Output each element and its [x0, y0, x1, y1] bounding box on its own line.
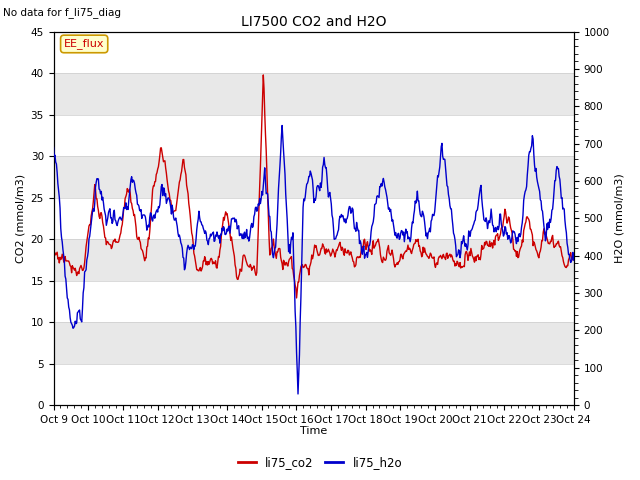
- Bar: [54, 239, 573, 281]
- Y-axis label: H2O (mmol/m3): H2O (mmol/m3): [615, 173, 625, 263]
- Bar: [54, 363, 573, 405]
- Legend: li75_co2, li75_h2o: li75_co2, li75_h2o: [233, 452, 407, 474]
- Title: LI7500 CO2 and H2O: LI7500 CO2 and H2O: [241, 15, 387, 29]
- Bar: [54, 322, 573, 363]
- Bar: [54, 198, 573, 239]
- Bar: [54, 281, 573, 322]
- Bar: [54, 73, 573, 115]
- Text: EE_flux: EE_flux: [64, 38, 104, 49]
- Bar: [54, 156, 573, 198]
- Bar: [54, 32, 573, 73]
- Text: No data for f_li75_diag: No data for f_li75_diag: [3, 7, 121, 18]
- X-axis label: Time: Time: [300, 426, 327, 436]
- Bar: [54, 115, 573, 156]
- Y-axis label: CO2 (mmol/m3): CO2 (mmol/m3): [15, 174, 25, 263]
